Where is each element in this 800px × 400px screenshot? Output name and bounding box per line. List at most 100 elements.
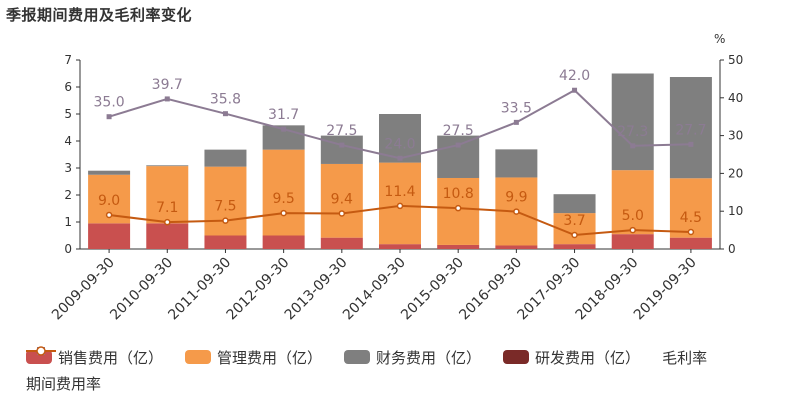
data-label-expense-rate: 9.5 — [273, 191, 295, 207]
data-label-expense-rate: 9.4 — [331, 191, 353, 207]
bar-sales — [553, 244, 596, 249]
bar-finance — [611, 73, 654, 171]
data-label-expense-rate: 9.9 — [505, 190, 527, 206]
data-label-gross-margin: 27.5 — [326, 123, 357, 139]
data-label-gross-margin: 33.5 — [501, 100, 532, 116]
point-expense-rate — [280, 209, 287, 217]
legend-item-gross-margin[interactable]: 毛利率 — [26, 347, 708, 368]
bar-finance — [437, 135, 480, 178]
point-expense-rate — [454, 204, 462, 212]
bar-sales — [495, 245, 538, 249]
bar-admin — [669, 178, 712, 238]
legend-label-sales: 销售费用（亿） — [58, 348, 164, 367]
point-expense-rate — [687, 228, 695, 236]
point-expense-rate — [105, 211, 113, 219]
point-gross-margin — [630, 143, 636, 149]
point-gross-margin — [397, 155, 403, 161]
legend-label-rd: 研发费用（亿） — [535, 348, 641, 367]
bar-sales — [88, 223, 131, 249]
point-expense-rate — [338, 210, 346, 217]
left-tick-label: 4 — [64, 134, 72, 148]
legend-label-admin: 管理费用（亿） — [217, 348, 323, 367]
right-tick-label: 20 — [728, 166, 743, 180]
data-label-expense-rate: 9.0 — [98, 193, 120, 209]
bar-sales — [204, 235, 247, 249]
bar-finance — [146, 165, 189, 167]
right-tick-label: 10 — [728, 204, 743, 218]
legend-item-expense-rate[interactable]: 期间费用率 — [26, 346, 101, 394]
left-tick-label: 0 — [64, 242, 72, 256]
data-label-gross-margin: 31.7 — [268, 107, 299, 123]
point-gross-margin — [164, 96, 170, 102]
point-gross-margin — [339, 142, 345, 148]
point-gross-margin — [688, 141, 694, 147]
data-label-gross-margin: 27.7 — [675, 122, 706, 138]
legend-item-rd[interactable]: 研发费用（亿） — [503, 347, 640, 368]
point-expense-rate — [571, 231, 578, 239]
point-gross-margin — [513, 119, 519, 125]
bar-sales — [669, 237, 712, 249]
data-label-gross-margin: 35.0 — [94, 95, 125, 111]
point-expense-rate — [629, 226, 636, 234]
legend-swatch-admin — [185, 350, 212, 364]
bar-sales — [379, 244, 421, 249]
point-expense-rate — [164, 218, 171, 226]
right-tick-label: 0 — [728, 242, 736, 256]
data-label-gross-margin: 35.8 — [210, 92, 241, 108]
bar-finance — [204, 149, 247, 167]
bar-admin — [437, 177, 480, 245]
legend: 销售费用（亿） 管理费用（亿） 财务费用（亿） 研发费用（亿） 毛利率 — [26, 344, 796, 396]
legend-item-sales[interactable]: 销售费用（亿） — [26, 347, 163, 368]
data-label-gross-margin: 27.5 — [443, 123, 474, 139]
bar-admin — [611, 170, 654, 235]
data-label-gross-margin: 39.7 — [152, 77, 183, 93]
point-gross-margin — [572, 87, 578, 93]
right-tick-label: 40 — [728, 91, 743, 105]
left-tick-label: 6 — [64, 80, 72, 94]
right-axis-unit: % — [714, 32, 725, 46]
bar-finance — [553, 194, 596, 214]
left-tick-label: 2 — [64, 188, 72, 202]
point-expense-rate — [513, 208, 520, 215]
data-label-expense-rate: 7.1 — [156, 200, 178, 216]
bar-sales — [320, 237, 363, 249]
legend-swatch-sales — [26, 350, 52, 364]
legend-label-gross-margin: 毛利率 — [662, 348, 708, 367]
left-tick-label: 3 — [64, 161, 72, 175]
data-label-gross-margin: 27.3 — [617, 124, 648, 140]
legend-row-1: 销售费用（亿） 管理费用（亿） 财务费用（亿） 研发费用（亿） 毛利率 — [26, 344, 796, 370]
data-label-expense-rate: 11.4 — [384, 184, 415, 200]
legend-swatch-expense-rate — [26, 346, 56, 356]
bar-admin — [204, 166, 247, 236]
point-gross-margin — [106, 114, 112, 120]
point-gross-margin — [455, 142, 461, 148]
bar-admin — [320, 163, 363, 238]
data-label-gross-margin: 42.0 — [559, 68, 590, 84]
legend-swatch-rd — [503, 350, 530, 364]
legend-row-2: 期间费用率 — [26, 346, 796, 396]
data-label-expense-rate: 3.7 — [563, 213, 585, 229]
point-gross-margin — [222, 111, 228, 117]
bar-sales — [262, 235, 305, 249]
chart-title: 季报期间费用及毛利率变化 — [6, 6, 193, 24]
left-tick-label: 1 — [64, 215, 72, 229]
data-label-expense-rate: 10.8 — [443, 186, 474, 202]
left-tick-label: 5 — [64, 107, 72, 121]
data-label-expense-rate: 7.5 — [214, 199, 236, 215]
bar-admin — [146, 166, 189, 224]
data-label-gross-margin: 24.0 — [384, 136, 415, 152]
left-tick-label: 7 — [64, 53, 72, 67]
bar-finance — [88, 170, 131, 175]
x-tick-label: 2019-09-30 — [631, 255, 700, 324]
bar-admin — [262, 149, 305, 236]
point-gross-margin — [281, 126, 287, 132]
data-label-expense-rate: 5.0 — [622, 208, 644, 224]
legend-label-finance: 财务费用（亿） — [376, 348, 482, 367]
bar-sales — [611, 234, 654, 249]
bar-sales — [146, 223, 189, 249]
bar-finance — [669, 77, 712, 179]
legend-item-finance[interactable]: 财务费用（亿） — [344, 347, 481, 368]
point-expense-rate — [222, 217, 229, 224]
bar-finance — [320, 135, 363, 164]
legend-item-admin[interactable]: 管理费用（亿） — [185, 347, 322, 368]
